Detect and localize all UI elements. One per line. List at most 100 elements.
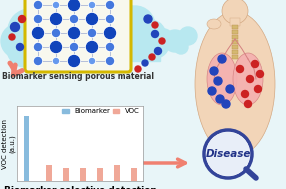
Circle shape	[35, 43, 41, 50]
Circle shape	[69, 56, 80, 67]
Circle shape	[226, 85, 234, 93]
Circle shape	[29, 0, 81, 47]
Circle shape	[88, 0, 136, 43]
Circle shape	[70, 43, 78, 51]
Circle shape	[89, 2, 95, 8]
Circle shape	[53, 2, 59, 8]
Ellipse shape	[195, 12, 275, 156]
Circle shape	[86, 42, 98, 53]
Circle shape	[222, 0, 248, 24]
Circle shape	[152, 22, 158, 28]
Ellipse shape	[233, 53, 263, 105]
Circle shape	[142, 60, 148, 66]
Circle shape	[52, 29, 60, 37]
Circle shape	[7, 31, 43, 67]
Circle shape	[104, 27, 116, 39]
Circle shape	[206, 132, 250, 176]
Circle shape	[179, 27, 197, 45]
Text: Disease: Disease	[205, 149, 251, 159]
Circle shape	[53, 58, 59, 64]
Legend: Biomarker, VOC: Biomarker, VOC	[61, 107, 141, 116]
X-axis label: Biomarker selective detection: Biomarker selective detection	[4, 186, 156, 189]
Bar	[24, 116, 29, 181]
Bar	[232, 35, 238, 39]
Circle shape	[69, 28, 80, 39]
Circle shape	[34, 1, 42, 9]
Circle shape	[53, 59, 59, 64]
Circle shape	[156, 29, 172, 45]
Circle shape	[218, 55, 226, 63]
Circle shape	[237, 66, 243, 73]
Bar	[232, 40, 238, 44]
Circle shape	[69, 0, 80, 11]
Circle shape	[90, 2, 94, 8]
Circle shape	[1, 24, 35, 58]
Circle shape	[204, 130, 252, 178]
Circle shape	[144, 15, 152, 23]
Circle shape	[32, 27, 44, 39]
Circle shape	[216, 95, 224, 103]
Circle shape	[159, 38, 165, 44]
FancyBboxPatch shape	[25, 0, 131, 72]
Bar	[232, 45, 238, 49]
Circle shape	[152, 30, 158, 37]
Circle shape	[34, 15, 42, 23]
Circle shape	[257, 70, 263, 77]
Circle shape	[106, 57, 114, 64]
Ellipse shape	[207, 19, 221, 29]
Circle shape	[164, 30, 186, 52]
Bar	[131, 168, 136, 181]
Circle shape	[174, 40, 188, 54]
Circle shape	[106, 2, 114, 9]
Circle shape	[35, 57, 41, 64]
Circle shape	[68, 0, 80, 11]
Bar	[232, 50, 238, 54]
Circle shape	[51, 13, 61, 25]
Circle shape	[210, 67, 218, 75]
Circle shape	[34, 57, 42, 65]
Circle shape	[50, 41, 62, 53]
Circle shape	[68, 55, 80, 67]
Circle shape	[241, 91, 249, 98]
Circle shape	[222, 100, 230, 108]
Circle shape	[9, 34, 15, 40]
Circle shape	[17, 43, 23, 50]
Circle shape	[35, 2, 41, 9]
Circle shape	[106, 15, 114, 23]
Circle shape	[86, 13, 98, 25]
Circle shape	[106, 15, 114, 22]
Circle shape	[33, 28, 43, 39]
Circle shape	[44, 28, 76, 60]
Circle shape	[149, 54, 155, 60]
Circle shape	[86, 13, 98, 25]
Bar	[230, 18, 240, 26]
Circle shape	[255, 85, 261, 92]
Circle shape	[19, 15, 25, 22]
Circle shape	[51, 42, 61, 53]
Circle shape	[88, 29, 96, 37]
Y-axis label: VOC detection
(a.u.): VOC detection (a.u.)	[2, 119, 16, 169]
Circle shape	[245, 101, 251, 108]
Circle shape	[57, 0, 113, 45]
Bar	[232, 30, 238, 34]
Circle shape	[208, 87, 216, 95]
Circle shape	[71, 15, 78, 22]
Circle shape	[53, 29, 59, 36]
Circle shape	[68, 27, 80, 39]
Circle shape	[90, 59, 94, 64]
Circle shape	[154, 47, 162, 54]
Bar	[232, 55, 238, 59]
Circle shape	[53, 2, 59, 8]
Circle shape	[134, 20, 166, 52]
Circle shape	[84, 25, 116, 57]
Circle shape	[104, 28, 116, 39]
Circle shape	[86, 41, 98, 53]
Text: Biomarker sensing porous material: Biomarker sensing porous material	[2, 72, 154, 81]
Circle shape	[247, 75, 253, 83]
Circle shape	[106, 1, 114, 9]
Circle shape	[88, 29, 96, 36]
Bar	[97, 168, 102, 181]
Circle shape	[106, 43, 114, 50]
Circle shape	[115, 6, 155, 46]
Circle shape	[135, 66, 141, 72]
